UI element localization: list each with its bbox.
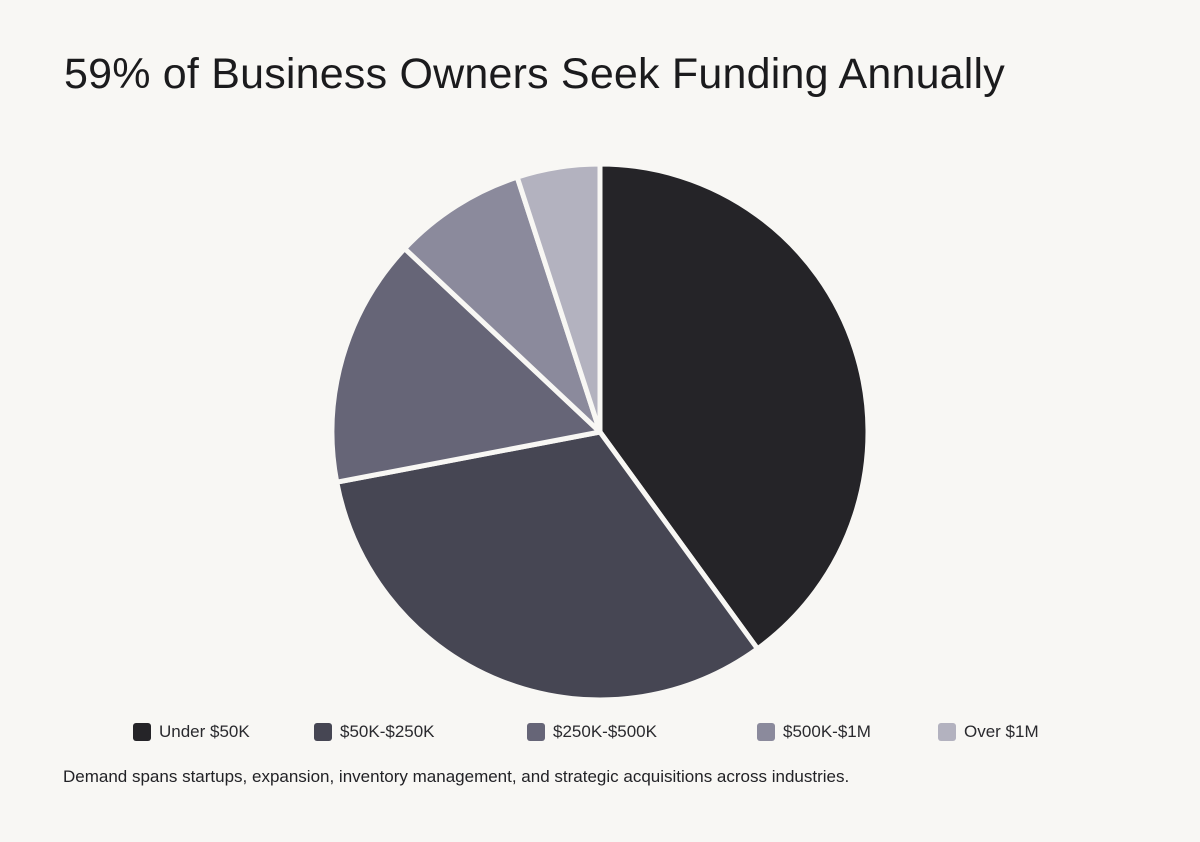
pie-slice-250k-500k — [329, 246, 603, 485]
legend-item-under-50k: Under $50K — [133, 722, 250, 742]
legend-label: $250K-$500K — [553, 722, 657, 741]
legend-label: Over $1M — [964, 722, 1039, 741]
legend-item-500k-1m: $500K-$1M — [757, 722, 871, 742]
pie-slice-50k-250k — [334, 429, 761, 703]
legend-swatch — [527, 723, 545, 741]
legend-swatch — [133, 723, 151, 741]
chart-title: 59% of Business Owners Seek Funding Annu… — [64, 50, 1006, 98]
legend-label: $50K-$250K — [340, 722, 435, 741]
legend-swatch — [314, 723, 332, 741]
legend-swatch — [757, 723, 775, 741]
chart-legend: Under $50K $50K-$250K $250K-$500K $500K-… — [0, 722, 1200, 746]
legend-label: Under $50K — [159, 722, 250, 741]
legend-item-50k-250k: $50K-$250K — [314, 722, 435, 742]
pie-slice-under-50k — [597, 161, 871, 652]
legend-item-over-1m: Over $1M — [938, 722, 1039, 742]
legend-swatch — [938, 723, 956, 741]
pie-slice-over-1m — [514, 161, 603, 435]
pie-slice-500k-1m — [402, 174, 603, 435]
legend-item-250k-500k: $250K-$500K — [527, 722, 657, 742]
legend-label: $500K-$1M — [783, 722, 871, 741]
chart-caption: Demand spans startups, expansion, invent… — [63, 767, 850, 786]
